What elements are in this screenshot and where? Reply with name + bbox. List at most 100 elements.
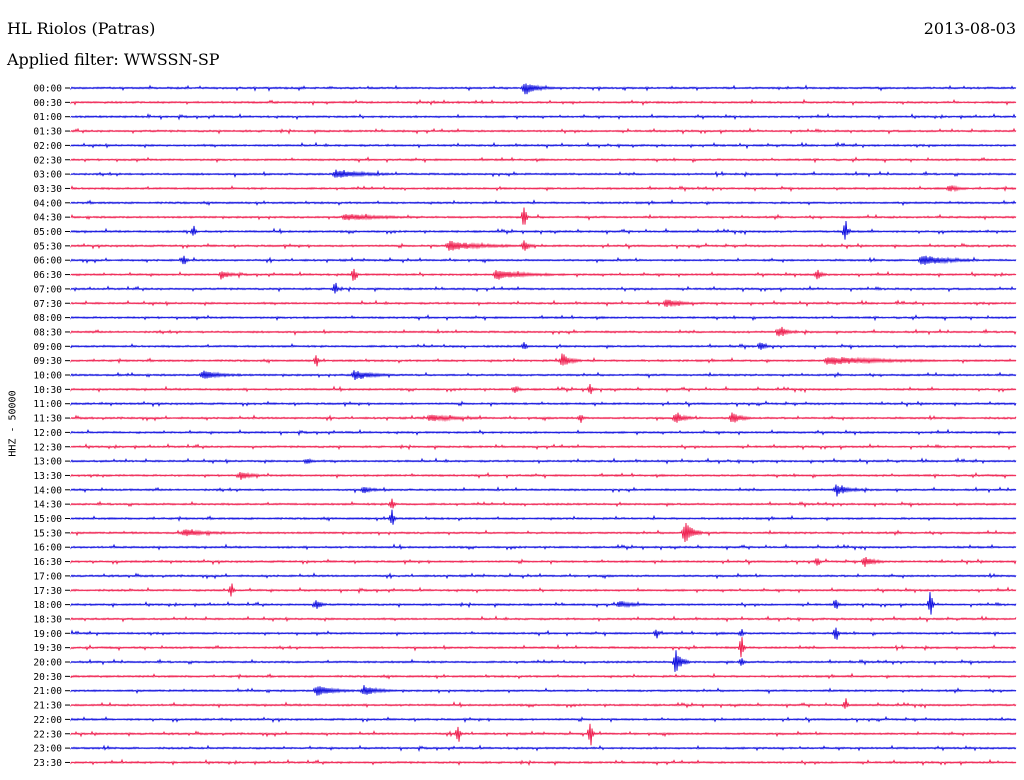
row-time-label: 10:00 [33,371,62,382]
row-time-label: 14:00 [33,485,62,496]
row-time-label: 03:30 [33,184,62,195]
row-time-label: 02:00 [33,141,62,152]
trace-row [70,522,1017,542]
row-time-label: 13:00 [33,457,62,468]
trace-row [70,715,1017,724]
trace-row [70,498,1017,509]
row-time-label: 15:00 [33,514,62,525]
row-time-label: 16:00 [33,543,62,554]
row-time-label: 05:30 [33,241,62,252]
trace-row [70,627,1017,640]
station-title: HL Riolos (Patras) [7,19,156,38]
trace-row [70,428,1017,437]
trace-row [70,240,1017,251]
row-time-label: 15:30 [33,528,62,539]
trace-row [70,650,1017,672]
row-time-label: 17:30 [33,586,62,597]
row-time-label: 07:30 [33,299,62,310]
trace-row [70,370,1017,380]
trace-row [70,744,1017,752]
trace-row [70,723,1017,746]
row-time-label: 06:00 [33,256,62,267]
row-time-label: 09:00 [33,342,62,353]
row-time-label: 23:00 [33,744,62,755]
trace-row [70,672,1017,680]
trace-row [70,557,1017,567]
trace-row [70,509,1017,525]
trace-row [70,282,1017,294]
trace-row [70,637,1017,658]
date-label: 2013-08-03 [923,19,1016,38]
row-time-label: 22:30 [33,729,62,740]
trace-row [70,199,1017,207]
row-time-label: 11:00 [33,399,62,410]
trace-row [70,299,1017,308]
trace-row [70,156,1017,164]
trace-row [70,207,1017,225]
row-time-label: 00:30 [33,98,62,109]
trace-row [70,471,1017,480]
filter-label: Applied filter: WWSSN-SP [7,50,220,69]
row-time-label: 04:30 [33,213,62,224]
row-time-label: 06:30 [33,270,62,281]
row-time-label: 02:30 [33,155,62,166]
trace-row [70,698,1017,709]
row-time-label: 01:00 [33,112,62,123]
row-time-label: 21:00 [33,686,62,697]
row-time-label: 03:00 [33,170,62,181]
trace-row [70,484,1017,497]
trace-row [70,184,1017,193]
trace-row [70,127,1017,135]
row-time-label: 20:30 [33,672,62,683]
trace-row [70,326,1017,337]
trace-row [70,314,1017,322]
trace-row [70,400,1017,408]
trace-row [70,758,1017,767]
row-time-label: 16:30 [33,557,62,568]
row-time-label: 08:00 [33,313,62,324]
trace-row [70,572,1017,580]
trace-row [70,98,1017,107]
trace-row [70,457,1017,465]
trace-row [70,169,1017,178]
trace-row [70,255,1017,265]
trace-row [70,592,1017,615]
row-time-label: 09:30 [33,356,62,367]
row-time-label: 00:00 [33,84,62,95]
row-time-label: 18:30 [33,614,62,625]
trace-row [70,83,1017,95]
row-time-label: 10:30 [33,385,62,396]
row-time-label: 21:30 [33,701,62,712]
trace-row [70,353,1017,367]
row-time-label: 12:30 [33,442,62,453]
trace-row [70,268,1017,281]
trace-row [70,384,1017,395]
row-time-label: 14:30 [33,500,62,511]
row-time-label: 18:00 [33,600,62,611]
row-time-label: 23:30 [33,758,62,769]
row-time-label: 22:00 [33,715,62,726]
row-time-label: 19:30 [33,643,62,654]
row-time-label: 05:00 [33,227,62,238]
row-time-label: 19:00 [33,629,62,640]
trace-row [70,615,1017,623]
trace-row [70,443,1017,451]
row-time-label: 12:00 [33,428,62,439]
row-time-label: 07:00 [33,284,62,295]
trace-row [70,412,1017,423]
row-time-label: 11:30 [33,414,62,425]
trace-row [70,685,1017,696]
row-time-label: 08:30 [33,327,62,338]
trace-row [70,342,1017,350]
row-time-label: 20:00 [33,658,62,669]
row-time-label: 04:00 [33,198,62,209]
trace-row [70,543,1017,552]
row-time-label: 13:30 [33,471,62,482]
trace-row [70,220,1017,240]
row-time-label: 17:00 [33,571,62,582]
trace-row [70,141,1017,150]
trace-row [70,112,1017,121]
row-time-label: 01:30 [33,127,62,138]
trace-row [70,583,1017,597]
